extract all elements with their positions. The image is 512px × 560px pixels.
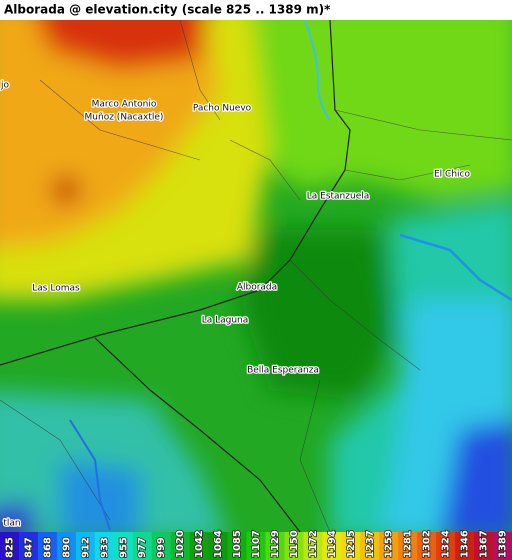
legend-swatch [493, 532, 512, 560]
title: Alborada @ elevation.city (scale 825 .. … [4, 3, 331, 17]
legend-label: 1237 [365, 530, 376, 558]
place-label: El Chico [434, 170, 470, 180]
place-label: Marco Antonio [92, 100, 157, 110]
legend-swatch [75, 532, 96, 560]
legend-label: 955 [118, 537, 129, 558]
legend-swatch [132, 532, 153, 560]
legend-swatch [303, 532, 323, 560]
legend-swatch [0, 532, 20, 560]
legend-swatch [227, 532, 248, 560]
place-label: Muñoz (Nacaxtle) [85, 113, 164, 123]
legend-swatch [113, 532, 134, 560]
legend-label: 1259 [384, 530, 395, 558]
legend: 825 847 868 890 912 933 955 977 999 1020 1042 1064 1… [0, 529, 512, 560]
legend-label: 1085 [232, 530, 243, 558]
legend-label: 1389 [498, 530, 509, 558]
place-label: Bella Esperanza [247, 366, 319, 376]
legend-label: 1172 [308, 530, 319, 558]
legend-label: 1346 [460, 530, 471, 558]
legend-label: 1042 [194, 530, 205, 558]
place-label: Pacho Nuevo [193, 104, 252, 114]
legend-swatch [265, 532, 285, 560]
legend-swatch [360, 532, 380, 560]
legend-label: 825 [4, 537, 15, 558]
legend-label: 1215 [346, 530, 357, 558]
legend-swatch [474, 532, 494, 560]
legend-swatch [322, 532, 342, 560]
legend-swatch [151, 532, 172, 560]
legend-swatch [284, 532, 304, 560]
legend-swatch [56, 532, 77, 560]
place-label: jo [0, 81, 9, 91]
legend-label: 1129 [270, 530, 281, 558]
legend-swatch [170, 532, 191, 560]
legend-label: 847 [23, 537, 34, 558]
legend-swatch [379, 532, 399, 560]
legend-swatch [398, 532, 418, 560]
place-label: Las Lomas [32, 284, 80, 294]
legend-label: 890 [61, 537, 72, 558]
legend-label: 1324 [441, 530, 452, 558]
place-label: tlan [3, 519, 20, 529]
legend-label: 1194 [327, 530, 338, 558]
legend-swatch [189, 532, 210, 560]
legend-swatch [417, 532, 437, 560]
legend-label: 912 [80, 537, 91, 558]
legend-swatch [436, 532, 456, 560]
legend-swatch [455, 532, 475, 560]
legend-label: 1150 [289, 530, 300, 558]
legend-label: 1281 [403, 530, 414, 558]
map [0, 20, 512, 532]
place-label: La Estanzuela [307, 192, 370, 202]
legend-label: 1107 [251, 530, 262, 558]
legend-label: 999 [156, 537, 167, 558]
place-labels: Marco Antonio Muñoz (Nacaxtle) Pacho Nuevo… [0, 79, 472, 530]
legend-label: 1020 [175, 530, 186, 558]
legend-label: 1302 [422, 530, 433, 558]
legend-label: 933 [99, 537, 110, 558]
place-label: La Laguna [202, 316, 249, 326]
place-label: Alborada [237, 283, 277, 293]
legend-label: 1367 [479, 530, 490, 558]
legend-swatch [94, 532, 115, 560]
legend-swatch [341, 532, 361, 560]
legend-swatch [37, 532, 58, 560]
legend-label: 868 [42, 537, 53, 558]
legend-label: 977 [137, 537, 148, 558]
legend-label: 1064 [213, 530, 224, 558]
legend-swatch [246, 532, 266, 560]
legend-swatch [18, 532, 39, 560]
legend-swatch [208, 532, 229, 560]
